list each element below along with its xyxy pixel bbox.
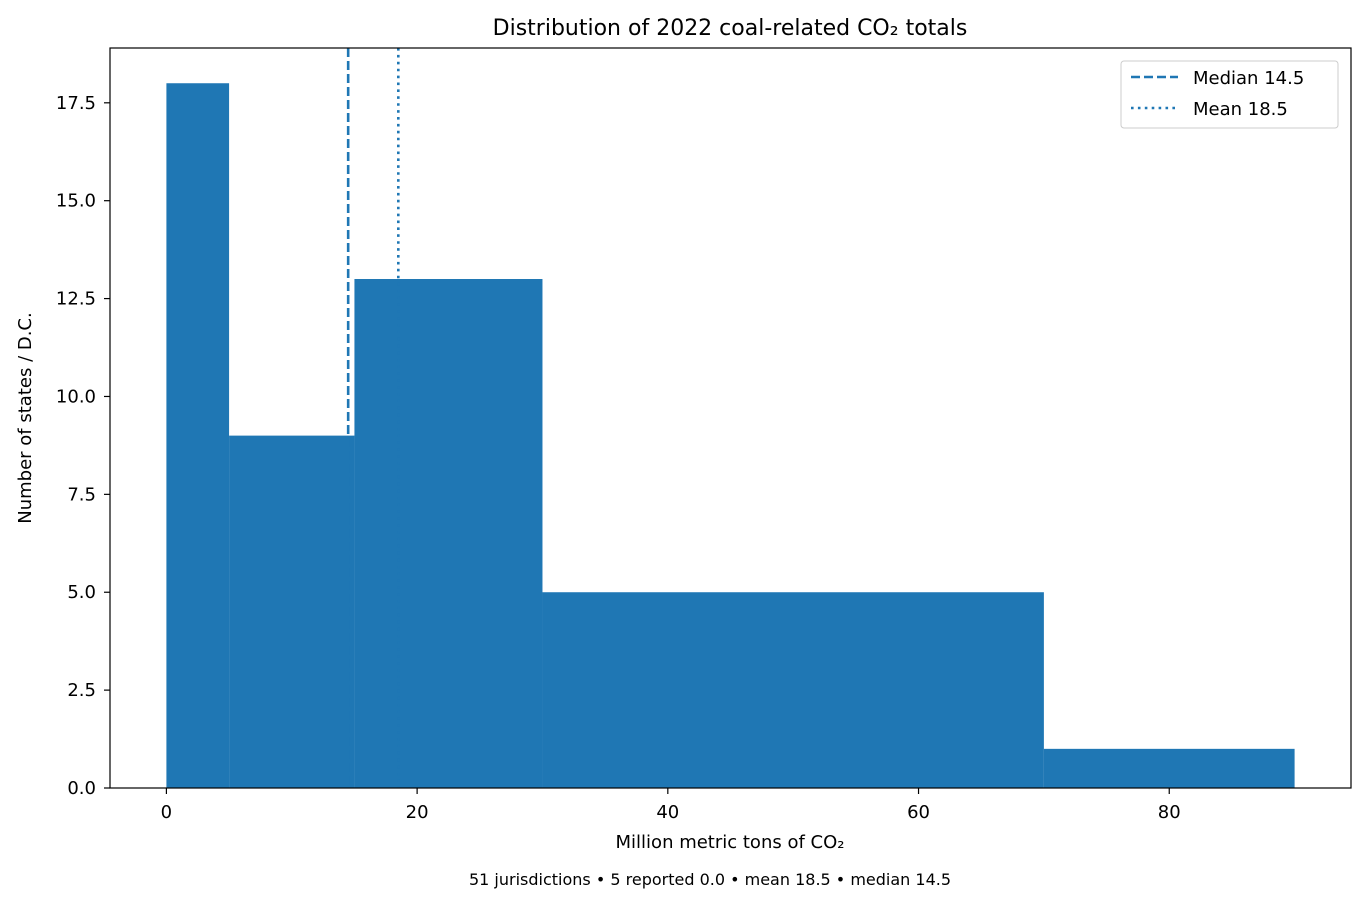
y-axis-ticks: 0.0 2.5 5.0 7.5 10.0 12.5 15.0 17.5: [56, 93, 110, 799]
y-tick-label: 7.5: [67, 484, 96, 505]
legend-label-median: Median 14.5: [1193, 68, 1304, 89]
legend: Median 14.5 Mean 18.5: [1120, 60, 1339, 129]
x-tick-label: 20: [406, 802, 429, 823]
x-axis-label: Million metric tons of CO₂: [616, 832, 845, 853]
y-tick-label: 2.5: [67, 680, 96, 701]
histogram-bar-4: [1043, 748, 1295, 788]
x-tick-label: 60: [907, 802, 930, 823]
reference-lines-layer: [346, 48, 400, 788]
y-tick-label: 12.5: [56, 289, 96, 310]
x-tick-label: 0: [161, 802, 172, 823]
plot-frame: [109, 47, 1352, 789]
histogram-bar-0: [166, 83, 230, 788]
x-tick-label: 80: [1158, 802, 1181, 823]
histogram-bar-1: [229, 435, 355, 788]
bars-layer: [166, 83, 1295, 788]
x-axis-ticks: 0 20 40 60 80: [161, 788, 1181, 823]
footnote: 51 jurisdictions • 5 reported 0.0 • mean…: [469, 870, 951, 889]
histogram-bar-2: [354, 279, 543, 788]
y-tick-label: 0.0: [67, 778, 96, 799]
y-tick-label: 15.0: [56, 191, 96, 212]
x-tick-label: 40: [656, 802, 679, 823]
y-tick-label: 17.5: [56, 93, 96, 114]
chart-title: Distribution of 2022 coal-related CO₂ to…: [493, 16, 968, 41]
y-axis-label: Number of states / D.C.: [15, 312, 36, 523]
y-tick-label: 5.0: [67, 582, 96, 603]
legend-label-mean: Mean 18.5: [1193, 99, 1288, 120]
y-tick-label: 10.0: [56, 386, 96, 407]
histogram-bar-3: [542, 592, 1044, 788]
